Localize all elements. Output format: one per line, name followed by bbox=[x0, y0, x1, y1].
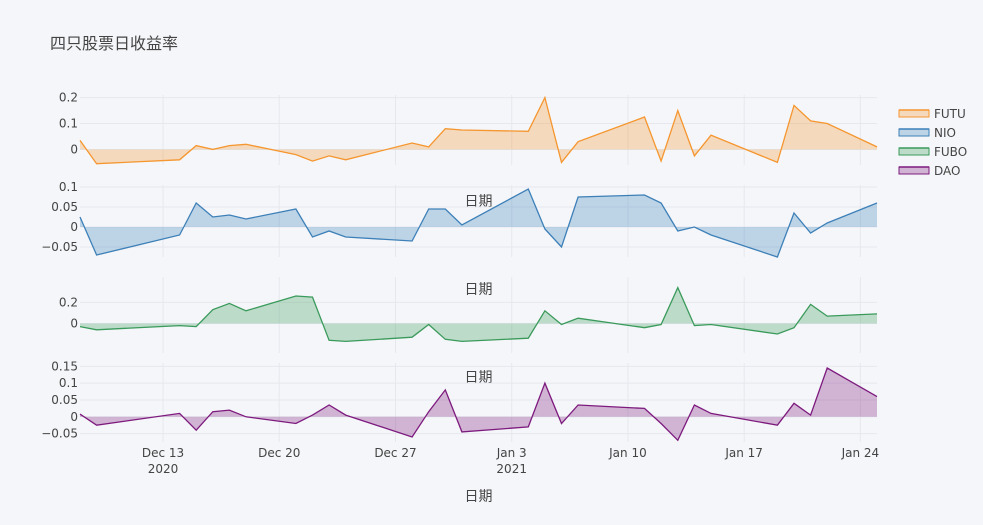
x-tick-label: Jan 3 bbox=[496, 446, 527, 460]
y-tick-label: 0.1 bbox=[59, 180, 78, 194]
x-axis-title: 日期 bbox=[465, 370, 493, 386]
y-tick-label: 0.05 bbox=[51, 393, 78, 407]
legend-swatch bbox=[898, 147, 930, 156]
subplot-fubo: 0.2 0 日期 bbox=[59, 277, 878, 386]
legend-item-fubo[interactable]: FUBO bbox=[898, 145, 967, 159]
subplot-futu: 0.2 0.1 0 日期 bbox=[59, 91, 878, 210]
x-axis-title: 日期 bbox=[465, 194, 493, 210]
x-tick-year-label: 2020 bbox=[148, 462, 179, 476]
x-tick-label: Jan 24 bbox=[841, 446, 880, 460]
series-line-fubo bbox=[79, 286, 878, 343]
x-axis-title: 日期 bbox=[465, 282, 493, 298]
y-tick-label: 0.2 bbox=[59, 91, 78, 105]
y-tick-label: −0.05 bbox=[41, 240, 78, 254]
series-line-dao bbox=[79, 367, 878, 442]
legend-label: FUBO bbox=[934, 145, 967, 159]
x-tick-label: Dec 13 bbox=[142, 446, 184, 460]
y-tick-label: 0.1 bbox=[59, 376, 78, 390]
subplot-dao: 0.15 0.1 0.05 0 −0.05 日期 bbox=[41, 359, 878, 505]
subplot-nio: 0.1 0.05 0 −0.05 日期 bbox=[41, 180, 878, 298]
series-line-futu bbox=[79, 95, 878, 165]
legend[interactable]: FUTU NIO FUBO DAO bbox=[898, 107, 967, 178]
series-line-nio bbox=[79, 188, 878, 258]
x-tick-label: Jan 10 bbox=[608, 446, 647, 460]
y-tick-label: 0 bbox=[70, 142, 78, 156]
y-tick-label: −0.05 bbox=[41, 427, 78, 441]
y-tick-label: 0.15 bbox=[51, 359, 78, 373]
x-tick-year-label: 2021 bbox=[496, 462, 527, 476]
series-area-nio bbox=[80, 189, 877, 257]
series-area-dao bbox=[80, 368, 877, 441]
legend-swatch bbox=[898, 109, 930, 118]
x-tick-label: Dec 27 bbox=[374, 446, 416, 460]
legend-label: DAO bbox=[934, 164, 960, 178]
y-tick-label: 0 bbox=[70, 410, 78, 424]
y-tick-label: 0.1 bbox=[59, 117, 78, 131]
legend-item-dao[interactable]: DAO bbox=[898, 164, 960, 178]
x-axis-title: 日期 bbox=[465, 489, 493, 505]
subplot-panels: 0.2 0.1 0 日期 0.1 0.05 0 −0.05 日期 0.2 0 日期 0.15 0.1 0.0… bbox=[41, 91, 878, 505]
y-tick-label: 0 bbox=[70, 220, 78, 234]
legend-label: FUTU bbox=[934, 107, 966, 121]
x-axis: Dec 13 2020 Dec 20 Dec 27 Jan 3 2021 Jan 10 Jan… bbox=[142, 446, 879, 476]
x-tick-label: Jan 17 bbox=[724, 446, 763, 460]
y-tick-label: 0.2 bbox=[59, 295, 78, 309]
y-tick-label: 0 bbox=[70, 316, 78, 330]
legend-item-futu[interactable]: FUTU bbox=[898, 107, 966, 121]
legend-swatch bbox=[898, 128, 930, 137]
legend-swatch bbox=[898, 166, 930, 175]
legend-item-nio[interactable]: NIO bbox=[898, 126, 956, 140]
chart-title: 四只股票日收益率 bbox=[50, 34, 178, 53]
x-tick-label: Dec 20 bbox=[258, 446, 300, 460]
y-tick-label: 0.05 bbox=[51, 200, 78, 214]
legend-label: NIO bbox=[934, 126, 956, 140]
